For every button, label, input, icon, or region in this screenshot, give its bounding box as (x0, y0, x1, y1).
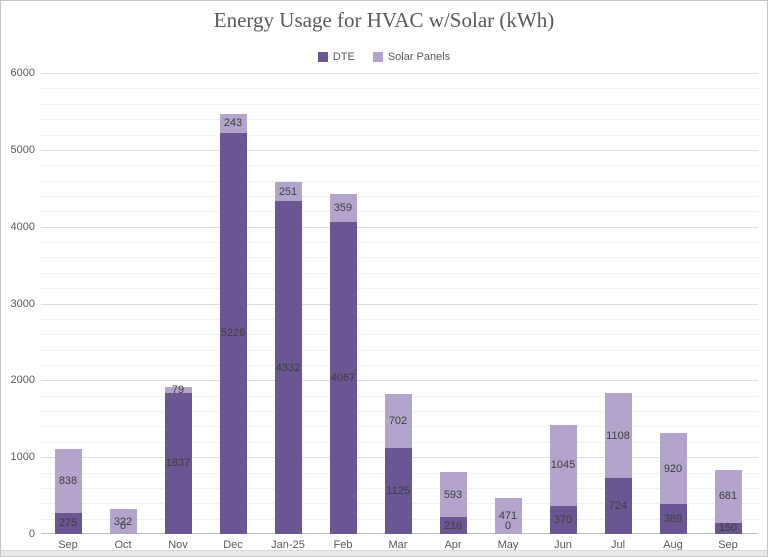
bar-mar-6-dte[interactable] (384, 447, 412, 534)
x-tick-jun-9: Jun (554, 539, 572, 551)
gridline-minor (41, 242, 758, 243)
y-tick-6000: 6000 (10, 67, 35, 79)
gridline-minor (41, 88, 758, 90)
bar-oct-1-solar-panels[interactable] (109, 509, 137, 534)
gridline-minor (41, 365, 758, 366)
gridline-minor (41, 334, 758, 336)
bar-jan-25-4-solar-panels[interactable] (274, 181, 302, 202)
gridline-minor (41, 103, 758, 105)
gridline-minor (41, 165, 758, 167)
gridline-major (41, 303, 758, 305)
gridline-minor (41, 272, 758, 274)
bar-nov-2-dte[interactable] (164, 392, 192, 534)
gridline-major (41, 226, 758, 228)
bar-dec-3-solar-panels[interactable] (219, 113, 247, 133)
legend-label-dte: DTE (332, 51, 355, 63)
legend-item-solar-panels[interactable]: Solar Panels (372, 51, 451, 63)
y-tick-3000: 3000 (10, 297, 35, 310)
y-tick-2000: 2000 (10, 374, 35, 387)
bar-jun-9-solar-panels[interactable] (549, 425, 577, 506)
bar-mar-6-solar-panels[interactable] (384, 393, 412, 448)
gridline-minor (41, 318, 758, 320)
bar-jul-10-dte[interactable] (604, 478, 632, 534)
bar-jan-25-4-dte[interactable] (274, 201, 302, 534)
bar-aug-11-solar-panels[interactable] (659, 433, 687, 505)
x-tick-sep-12: Sep (718, 539, 738, 551)
y-tick-4000: 4000 (10, 220, 35, 233)
bar-jun-9-dte[interactable] (549, 505, 577, 534)
x-tick-dec-3: Dec (223, 539, 243, 551)
bar-sep-12-solar-panels[interactable] (714, 470, 742, 523)
legend-swatch-solar-panels (372, 52, 383, 62)
gridline-minor (41, 180, 758, 182)
gridline-minor (41, 288, 758, 290)
x-tick-sep-0: Sep (58, 539, 78, 551)
gridline-minor (41, 257, 758, 259)
bar-may-8-solar-panels[interactable] (494, 497, 522, 534)
x-tick-nov-2: Nov (168, 539, 188, 551)
bar-feb-5-dte[interactable] (329, 221, 357, 534)
gridline-minor (41, 195, 758, 197)
gridline-major (41, 149, 758, 151)
bar-apr-7-solar-panels[interactable] (439, 471, 467, 518)
y-axis-labels: 0 1000 2000 3000 4000 5000 6000 (1, 67, 35, 540)
x-tick-jan-25-4: Jan-25 (271, 539, 305, 551)
bar-apr-7-dte[interactable] (439, 517, 467, 534)
x-tick-jul-10: Jul (610, 539, 626, 551)
x-tick-aug-11: Aug (663, 539, 683, 551)
y-tick-0: 0 (28, 528, 35, 540)
bar-nov-2-solar-panels[interactable] (164, 386, 192, 393)
bar-jul-10-solar-panels[interactable] (604, 393, 632, 479)
gridline-major (41, 73, 758, 74)
bar-sep-12-dte[interactable] (714, 522, 742, 534)
x-tick-oct-1: Oct (114, 539, 132, 551)
gridline-minor (41, 349, 758, 351)
x-tick-may-8: May (497, 539, 519, 551)
gridline-minor (41, 119, 758, 121)
gridline-major (41, 380, 758, 382)
legend-label-solar-panels: Solar Panels (387, 51, 451, 63)
y-tick-5000: 5000 (10, 143, 35, 156)
x-tick-feb-5: Feb (333, 539, 353, 551)
plot-area: 275 838 0 322 1837 79 5226 243 4332 251 4067 359 112… (41, 73, 758, 534)
bar-aug-11-dte[interactable] (659, 504, 687, 534)
gridline-minor (41, 211, 758, 213)
bar-sep-0-dte[interactable] (54, 512, 82, 534)
gridline-minor (41, 134, 758, 136)
x-tick-apr-7: Apr (444, 539, 462, 551)
chart-legend: DTE Solar Panels (1, 51, 767, 63)
x-tick-mar-6: Mar (388, 539, 408, 551)
y-tick-1000: 1000 (10, 451, 35, 464)
bar-feb-5-solar-panels[interactable] (329, 193, 357, 222)
x-axis-labels: Sep Oct Nov Dec Jan-25 Feb Mar Apr May Jun Jul Aug S… (41, 539, 758, 554)
bar-dec-3-dte[interactable] (219, 132, 247, 534)
bar-sep-0-solar-panels[interactable] (54, 448, 82, 513)
chart-title: Energy Usage for HVAC w/Solar (kWh) (213, 8, 555, 32)
window-bottom-edge (1, 550, 767, 556)
legend-item-dte[interactable]: DTE (317, 51, 355, 63)
legend-swatch-dte (317, 52, 328, 62)
